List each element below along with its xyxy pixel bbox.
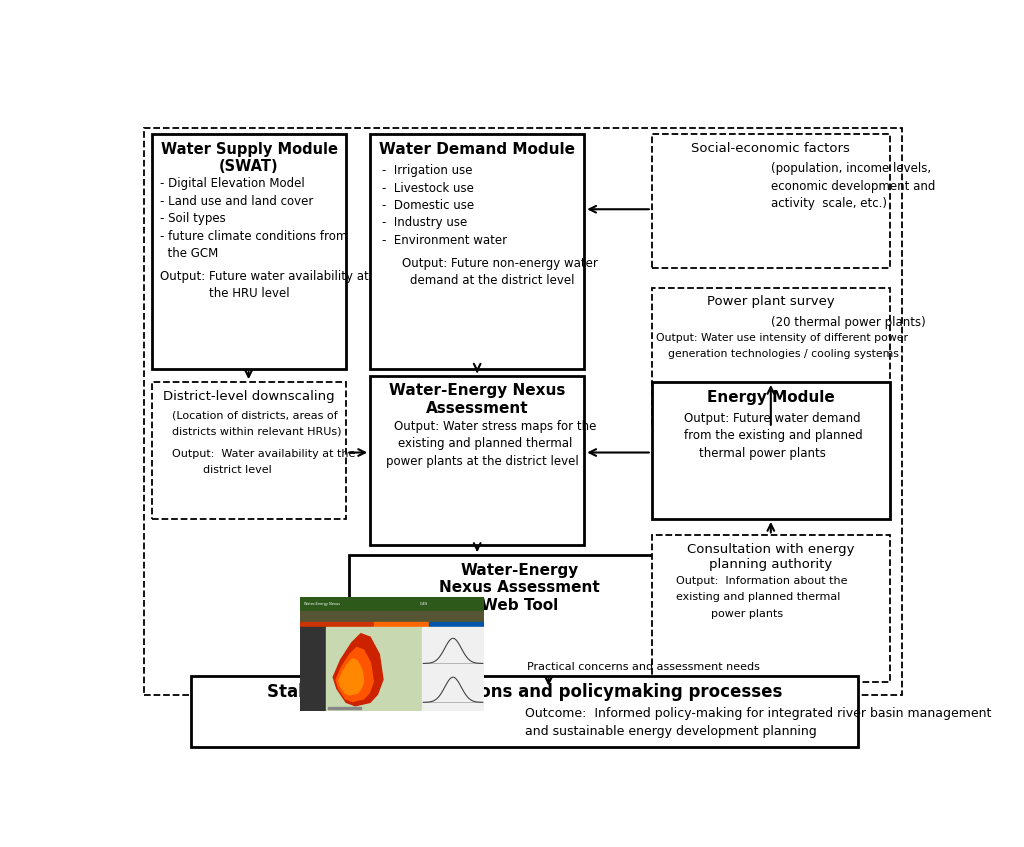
Text: Water-Energy
Nexus Assessment
Web Tool: Water-Energy Nexus Assessment Web Tool (439, 562, 600, 612)
Text: - Digital Elevation Model: - Digital Elevation Model (160, 177, 304, 191)
Text: Water Supply Module
(SWAT): Water Supply Module (SWAT) (161, 142, 338, 174)
Bar (300, 623, 374, 627)
Text: -  Industry use: - Industry use (382, 217, 467, 230)
Text: Water-Energy Nexus: Water-Energy Nexus (304, 602, 340, 606)
Text: - Soil types: - Soil types (160, 212, 225, 225)
Text: districts within relevant HRUs): districts within relevant HRUs) (172, 427, 341, 437)
Text: economic development and: economic development and (771, 180, 935, 193)
FancyBboxPatch shape (652, 134, 890, 268)
Text: Consultation with energy
planning authority: Consultation with energy planning author… (687, 543, 855, 571)
Text: Output:  Information about the: Output: Information about the (676, 576, 847, 586)
Bar (300, 611, 484, 623)
FancyBboxPatch shape (143, 128, 902, 695)
FancyBboxPatch shape (191, 676, 858, 747)
FancyBboxPatch shape (652, 382, 890, 519)
Text: Output: Water stress maps for the: Output: Water stress maps for the (394, 420, 596, 433)
Text: (population, income levels,: (population, income levels, (771, 163, 931, 175)
FancyBboxPatch shape (348, 555, 690, 689)
Text: existing and planned thermal: existing and planned thermal (397, 437, 572, 451)
Bar (326, 627, 422, 711)
Text: Stakeholder consultations and policymaking processes: Stakeholder consultations and policymaki… (267, 684, 782, 701)
Text: demand at the district level: demand at the district level (410, 274, 574, 287)
Text: Power plant survey: Power plant survey (707, 296, 835, 308)
Text: Output: Future water availability at: Output: Future water availability at (160, 269, 369, 283)
Text: generation technologies / cooling systems: generation technologies / cooling system… (668, 349, 898, 359)
Text: Output:  Water availability at the: Output: Water availability at the (172, 449, 355, 459)
FancyBboxPatch shape (152, 382, 346, 519)
Text: existing and planned thermal: existing and planned thermal (676, 593, 840, 602)
Bar (374, 623, 429, 627)
Text: thermal power plants: thermal power plants (699, 447, 826, 460)
Text: (Location of districts, areas of: (Location of districts, areas of (172, 410, 337, 420)
Bar (328, 707, 360, 709)
Text: IGES: IGES (420, 602, 428, 606)
Text: - Land use and land cover: - Land use and land cover (160, 195, 313, 208)
Text: Water-Energy Nexus
Assessment: Water-Energy Nexus Assessment (389, 384, 565, 416)
Bar (300, 627, 326, 711)
Polygon shape (336, 647, 374, 701)
Text: -  Environment water: - Environment water (382, 234, 507, 247)
Text: Energy Module: Energy Module (707, 390, 835, 405)
Text: Output: Future water demand: Output: Future water demand (684, 412, 860, 425)
FancyBboxPatch shape (652, 535, 890, 682)
Bar (429, 623, 484, 627)
Text: Output: Future non-energy water: Output: Future non-energy water (401, 257, 598, 269)
Bar (422, 627, 484, 711)
Text: - future climate conditions from: - future climate conditions from (160, 230, 347, 242)
Text: the GCM: the GCM (160, 247, 218, 260)
Polygon shape (339, 659, 364, 695)
Text: power plants at the district level: power plants at the district level (386, 455, 579, 468)
Text: and sustainable energy development planning: and sustainable energy development plann… (524, 725, 816, 738)
Text: Outcome:  Informed policy-making for integrated river basin management: Outcome: Informed policy-making for inte… (524, 707, 991, 720)
Text: from the existing and planned: from the existing and planned (684, 429, 862, 442)
FancyBboxPatch shape (152, 134, 346, 369)
Text: Practical concerns and assessment needs: Practical concerns and assessment needs (527, 662, 760, 672)
Text: Water Demand Module: Water Demand Module (379, 142, 575, 157)
Text: (20 thermal power plants): (20 thermal power plants) (771, 316, 926, 329)
FancyBboxPatch shape (370, 134, 585, 369)
Text: District-level downscaling: District-level downscaling (163, 390, 335, 403)
Text: the HRU level: the HRU level (209, 287, 290, 300)
Polygon shape (333, 634, 383, 706)
Text: activity  scale, etc.): activity scale, etc.) (771, 197, 887, 210)
FancyBboxPatch shape (652, 287, 890, 428)
Text: -  Livestock use: - Livestock use (382, 181, 474, 195)
FancyBboxPatch shape (370, 375, 585, 545)
Text: Output: Water use intensity of different power: Output: Water use intensity of different… (655, 333, 907, 343)
Text: Social-economic factors: Social-economic factors (691, 142, 850, 155)
Bar (300, 597, 484, 611)
Text: -  Irrigation use: - Irrigation use (382, 164, 472, 177)
Text: -  Domestic use: - Domestic use (382, 199, 474, 212)
Text: Knowledge and key messages: Knowledge and key messages (313, 662, 482, 672)
Text: power plants: power plants (712, 609, 783, 619)
Text: district level: district level (204, 466, 272, 475)
